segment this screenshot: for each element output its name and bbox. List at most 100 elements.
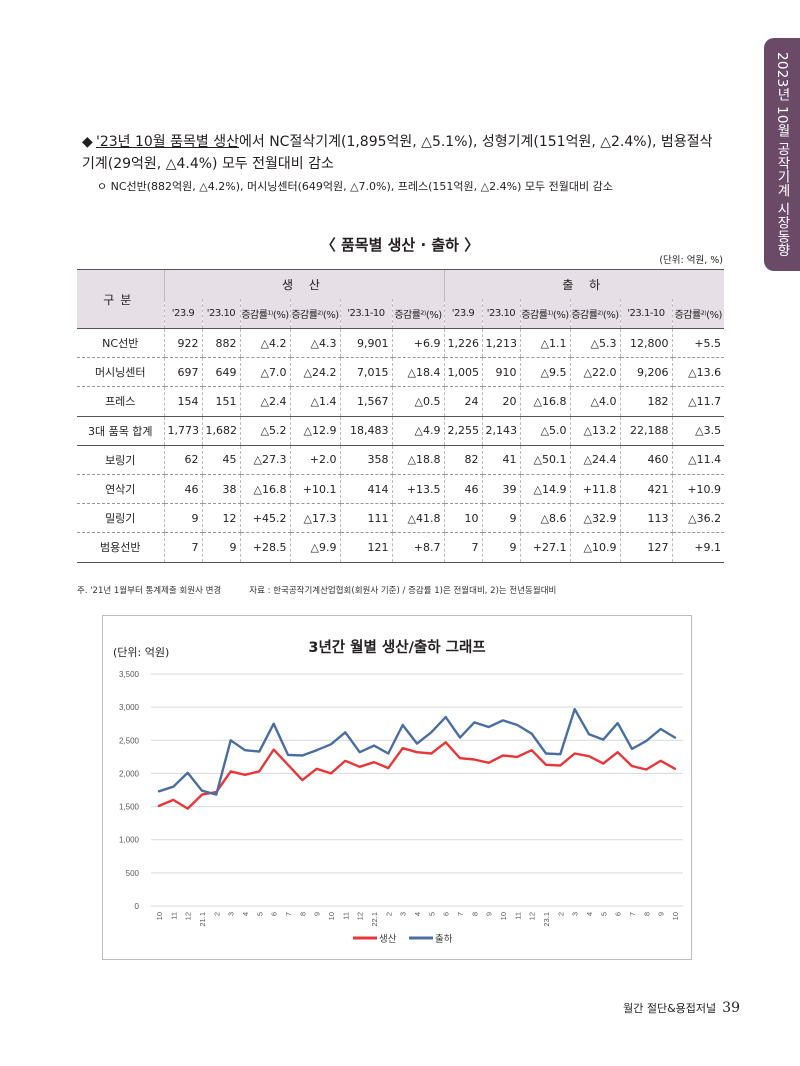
table-cell: 10	[443, 503, 482, 534]
note-text: 주. '21년 1월부터 통계제출 회원사 변경	[77, 586, 222, 596]
x-tick-label: 10	[671, 912, 680, 920]
table-cell: 697	[163, 357, 202, 388]
table-cell: △24.4	[569, 445, 620, 475]
main-bullet: ◆ '23년 10월 품목별 생산에서 NC절삭기계(1,895억원, △5.1%…	[82, 131, 722, 175]
table-cell: △10.9	[569, 532, 620, 563]
table-cell: △16.8	[519, 386, 570, 417]
x-tick-label: 6	[270, 912, 279, 916]
y-tick-label: 3,000	[119, 703, 140, 712]
column-header: '23.10	[481, 299, 520, 329]
table-cell: 46	[163, 474, 202, 505]
y-tick-label: 2,000	[119, 769, 140, 778]
table-cell: △2.4	[239, 386, 290, 417]
column-header: 증감률²⁾(%)	[671, 299, 725, 329]
table-cell: 18,483	[339, 415, 392, 446]
table-cell: △27.3	[239, 445, 290, 475]
x-tick-label: 8	[298, 912, 307, 916]
table-cell: 1,682	[201, 415, 240, 446]
x-tick-label: 6	[614, 912, 623, 916]
table-cell: 111	[339, 503, 392, 534]
x-tick-label: 9	[657, 912, 666, 916]
table-cell: 421	[619, 474, 672, 505]
x-tick-label: 12	[356, 912, 365, 920]
sub-bullet: ㅇ NC선반(882억원, △4.2%), 머시닝센터(649억원, △7.0%…	[97, 180, 613, 193]
table-cell: 113	[619, 503, 672, 534]
table-cell: 1,213	[481, 328, 520, 359]
table-cell: +5.5	[671, 328, 725, 359]
table-cell: 46	[443, 474, 482, 505]
table-row: 머시닝센터 697 649 △7.0 △24.2 7,015 △18.4 1,005 910 △9…	[77, 357, 725, 388]
table-cell: △0.5	[391, 386, 444, 417]
table-cell: 121	[339, 532, 392, 563]
row-label: 3대 품목 합계	[77, 415, 164, 446]
x-tick-label: 6	[442, 912, 451, 916]
row-label: 프레스	[77, 386, 164, 417]
table-cell: △1.1	[519, 328, 570, 359]
table-cell: 151	[201, 386, 240, 417]
table-cell: 182	[619, 386, 672, 417]
table-cell: 9,901	[339, 328, 392, 359]
row-header: 구분	[77, 270, 164, 329]
chart-canvas: 0 500 1,000 1,500 2,000 2,500 3,000 3,500 10 11 12…	[119, 670, 683, 945]
table-cell: △24.2	[289, 357, 340, 388]
line-chart: 3년간 월별 생산/출하 그래프 (단위: 억원) 0 500 1,000 1,500…	[102, 615, 692, 960]
table-cell: △22.0	[569, 357, 620, 388]
table-cell: △3.5	[671, 415, 725, 446]
table-cell: △8.6	[519, 503, 570, 534]
table-cell: 414	[339, 474, 392, 505]
table-cell: △17.3	[289, 503, 340, 534]
table-cell: +45.2	[239, 503, 290, 534]
table-row: NC선반 922 882 △4.2 △4.3 9,901 +6.9 1,226 1,213 △1.…	[77, 328, 725, 359]
table-cell: △4.2	[239, 328, 290, 359]
table-row: 밀링기 9 12 +45.2 △17.3 111 △41.8 10 9 △8.6 △32.9 113 △…	[77, 503, 725, 534]
table-cell: △9.9	[289, 532, 340, 563]
table-cell: △5.2	[239, 415, 290, 446]
x-tick-label: 4	[413, 912, 422, 916]
table-cell: 127	[619, 532, 672, 563]
column-header-row: '23.9'23.10 증감률¹⁾(%) 증감률²⁾(%) '23.1-10 증감률²⁾…	[77, 299, 725, 329]
x-tick-label: 2	[556, 912, 565, 916]
table-cell: △14.9	[519, 474, 570, 505]
x-tick-label: 8	[470, 912, 479, 916]
table-cell: 460	[619, 445, 672, 475]
table-cell: 882	[201, 328, 240, 359]
table-cell: 9,206	[619, 357, 672, 388]
x-tick-label: 3	[571, 912, 580, 916]
table-cell: +11.8	[569, 474, 620, 505]
table-cell: +10.9	[671, 474, 725, 505]
table-cell: △16.8	[239, 474, 290, 505]
y-tick-label: 0	[135, 902, 140, 911]
group-production: 생 산	[163, 270, 444, 299]
table-cell: 12,800	[619, 328, 672, 359]
table-cell: △18.4	[391, 357, 444, 388]
table-cell: 1,226	[443, 328, 482, 359]
table-cell: +13.5	[391, 474, 444, 505]
x-tick-label: 2	[212, 912, 221, 916]
table-cell: 22,188	[619, 415, 672, 446]
x-tick-label: 5	[427, 912, 436, 916]
x-tick-label: 9	[485, 912, 494, 916]
bullet-highlight: '23년 10월 품목별 생산	[96, 134, 239, 150]
table-cell: △9.5	[519, 357, 570, 388]
table-cell: 2,255	[443, 415, 482, 446]
x-tick-label: 11	[341, 912, 350, 920]
table-cell: 82	[443, 445, 482, 475]
column-header: '23.10	[201, 299, 240, 329]
x-tick-label: 9	[313, 912, 322, 916]
table-cell: 38	[201, 474, 240, 505]
table-cell: △4.0	[569, 386, 620, 417]
chart-unit: (단위: 억원)	[113, 646, 170, 659]
x-tick-label: 10	[155, 912, 164, 920]
table-cell: 7	[443, 532, 482, 563]
table-cell: +27.1	[519, 532, 570, 563]
column-header: '23.9	[443, 299, 482, 329]
table-cell: +2.0	[289, 445, 340, 475]
chart-title: 3년간 월별 생산/출하 그래프	[308, 640, 486, 656]
row-label: 머시닝센터	[77, 357, 164, 388]
table-cell: △11.7	[671, 386, 725, 417]
table-cell: 39	[481, 474, 520, 505]
table-cell: +8.7	[391, 532, 444, 563]
table-cell: 45	[201, 445, 240, 475]
table-cell: 62	[163, 445, 202, 475]
production-shipment-table: 구분 생 산 출 하 '23.9'23.10 증감률¹⁾(%) 증감률²⁾(%) '2…	[77, 270, 725, 563]
